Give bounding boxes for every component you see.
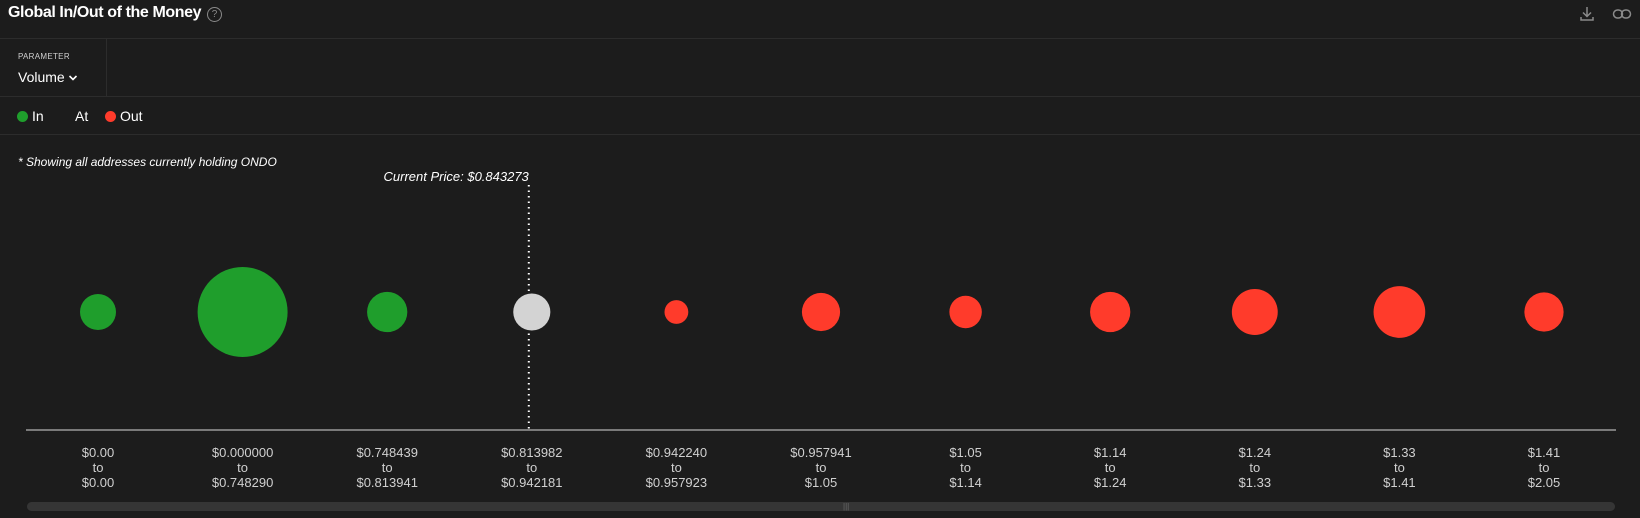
tick-label: $2.05 <box>1528 475 1561 490</box>
tick-label: $0.942181 <box>501 475 562 490</box>
bubble-out <box>1090 291 1131 333</box>
tick-label: to <box>93 460 104 475</box>
legend: In At Out <box>0 97 1640 135</box>
parameter-selector[interactable]: PARAMETER Volume <box>0 38 107 96</box>
tick-label: $0.813982 <box>501 445 562 460</box>
parameter-label: PARAMETER <box>18 52 70 61</box>
legend-label-out: Out <box>120 108 143 124</box>
tick-label: to <box>960 460 971 475</box>
bubble-out <box>801 292 841 332</box>
bubble-in <box>367 291 408 333</box>
bubble-out <box>1373 286 1426 338</box>
widget-header: Global In/Out of the Money ? <box>0 0 1640 39</box>
tick-label: $0.00 <box>82 475 115 490</box>
tick-label: $0.000000 <box>212 445 273 460</box>
tick-label: $0.748439 <box>356 445 417 460</box>
legend-dot-out <box>105 111 116 122</box>
tick-label: to <box>671 460 682 475</box>
bubble-out <box>949 295 982 329</box>
tick-label: to <box>1394 460 1405 475</box>
tick-label: $0.942240 <box>646 445 707 460</box>
tick-label: $1.14 <box>1094 445 1127 460</box>
download-icon[interactable] <box>1578 5 1596 23</box>
current-price-label: Current Price: $0.843273 <box>384 170 530 184</box>
parameter-value: Volume <box>18 69 65 85</box>
page-title: Global In/Out of the Money <box>8 4 202 21</box>
bubble-chart: Current Price: $0.843273$0.00to$0.00$0.0… <box>26 170 1616 490</box>
tick-label: $0.00 <box>82 445 115 460</box>
tick-label: $0.748290 <box>212 475 273 490</box>
tick-label: $1.14 <box>949 475 982 490</box>
bubble-out <box>1231 289 1278 335</box>
scroll-grip-icon[interactable]: ||| <box>843 502 850 511</box>
tick-label: $1.33 <box>1239 475 1272 490</box>
bubble-in <box>80 294 116 330</box>
bubble-at <box>513 293 551 331</box>
question-circle-icon[interactable]: ? <box>207 7 222 22</box>
tick-label: to <box>1249 460 1260 475</box>
tick-label: to <box>382 460 393 475</box>
tick-label: $1.33 <box>1383 445 1416 460</box>
tick-label: $1.05 <box>949 445 982 460</box>
tick-label: to <box>1105 460 1116 475</box>
chevron-down-icon <box>68 75 77 81</box>
bubble-out <box>1524 292 1564 332</box>
legend-label-in: In <box>32 108 44 124</box>
parameter-dropdown[interactable]: Volume <box>18 69 78 85</box>
tick-label: to <box>237 460 248 475</box>
bubble-out <box>664 300 689 324</box>
tick-label: $0.957941 <box>790 445 851 460</box>
legend-dot-in <box>17 111 28 122</box>
tick-label: $1.41 <box>1528 445 1561 460</box>
horizontal-scrollbar[interactable]: ||| <box>27 502 1615 511</box>
tick-label: $0.813941 <box>356 475 417 490</box>
tick-label: to <box>1539 460 1550 475</box>
tick-label: to <box>526 460 537 475</box>
tick-label: to <box>816 460 827 475</box>
link-icon[interactable] <box>1612 5 1632 23</box>
tick-label: $1.41 <box>1383 475 1416 490</box>
footnote: * Showing all addresses currently holdin… <box>18 155 277 169</box>
bubble-in <box>197 267 288 357</box>
tick-label: $0.957923 <box>646 475 707 490</box>
legend-label-at: At <box>75 108 89 124</box>
tick-label: $1.24 <box>1094 475 1127 490</box>
tick-label: $1.24 <box>1239 445 1272 460</box>
tick-label: $1.05 <box>805 475 838 490</box>
parameter-row: PARAMETER Volume <box>0 38 1640 97</box>
